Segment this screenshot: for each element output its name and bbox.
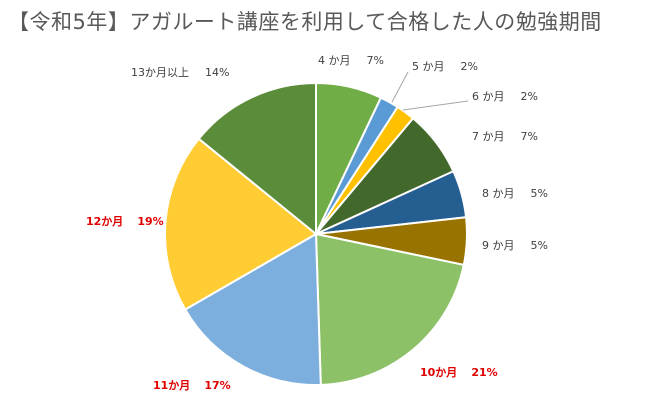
pie-slice-13か月以上 bbox=[197, 81, 317, 237]
slice-label-12か月: 12か月 19% bbox=[86, 215, 164, 228]
slice-category-4か月: 4 か月 bbox=[318, 54, 351, 67]
slice-category-7か月: 7 か月 bbox=[472, 130, 505, 143]
slice-category-11か月: 11か月 bbox=[153, 379, 190, 392]
slice-label-5か月: 5 か月 2% bbox=[412, 60, 478, 73]
slice-category-13か月以上: 13か月以上 bbox=[131, 66, 189, 79]
pie-slice-11か月 bbox=[183, 232, 322, 386]
slice-value-9か月: 5% bbox=[531, 239, 548, 252]
leader-line-5か月 bbox=[391, 71, 409, 103]
slice-label-11か月: 11か月 17% bbox=[153, 379, 231, 392]
slice-category-8か月: 8 か月 bbox=[482, 187, 515, 200]
slice-value-12か月: 19% bbox=[137, 215, 163, 228]
slice-value-10か月: 21% bbox=[471, 366, 497, 379]
slice-label-7か月: 7 か月 7% bbox=[472, 130, 538, 143]
slice-category-10か月: 10か月 bbox=[420, 366, 457, 379]
slice-label-10か月: 10か月 21% bbox=[420, 366, 498, 379]
slice-value-4か月: 7% bbox=[367, 54, 384, 67]
leader-line-6か月 bbox=[402, 100, 469, 111]
slice-category-9か月: 9 か月 bbox=[482, 239, 515, 252]
pie-slice-10か月 bbox=[314, 232, 465, 386]
slice-value-11か月: 17% bbox=[204, 379, 230, 392]
slice-value-13か月以上: 14% bbox=[205, 66, 229, 79]
slice-category-5か月: 5 か月 bbox=[412, 60, 445, 73]
slice-value-5か月: 2% bbox=[461, 60, 478, 73]
slice-label-9か月: 9 か月 5% bbox=[482, 239, 548, 252]
slice-category-12か月: 12か月 bbox=[86, 215, 123, 228]
slice-value-7か月: 7% bbox=[521, 130, 538, 143]
slice-label-8か月: 8 か月 5% bbox=[482, 187, 548, 200]
pie-slice-12か月 bbox=[164, 137, 318, 311]
slice-label-4か月: 4 か月 7% bbox=[318, 54, 384, 67]
slice-value-6か月: 2% bbox=[521, 90, 538, 103]
slice-label-13か月以上: 13か月以上 14% bbox=[131, 66, 229, 79]
chart-title: 【令和5年】アガルート講座を利用して合格した人の勉強期間 bbox=[8, 10, 602, 34]
slice-category-6か月: 6 か月 bbox=[472, 90, 505, 103]
slice-value-8か月: 5% bbox=[531, 187, 548, 200]
slice-label-6か月: 6 か月 2% bbox=[472, 90, 538, 103]
